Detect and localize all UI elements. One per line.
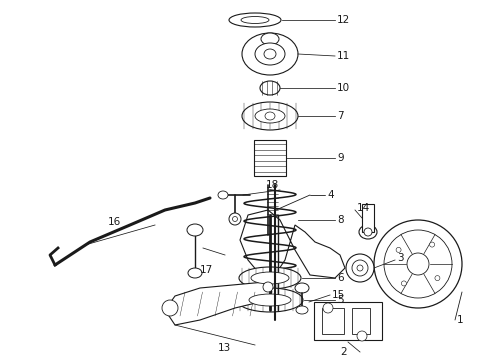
Text: 2: 2 (340, 347, 346, 357)
Ellipse shape (430, 242, 435, 247)
Text: 13: 13 (218, 343, 231, 353)
Text: 12: 12 (337, 15, 350, 25)
Ellipse shape (188, 268, 202, 278)
Ellipse shape (261, 33, 279, 45)
Text: 7: 7 (337, 111, 343, 121)
Ellipse shape (323, 303, 333, 313)
Bar (362, 204, 374, 232)
Ellipse shape (229, 13, 281, 27)
Ellipse shape (263, 282, 273, 292)
Ellipse shape (296, 306, 308, 314)
Ellipse shape (264, 49, 276, 59)
Polygon shape (240, 210, 345, 278)
Ellipse shape (218, 191, 228, 199)
Ellipse shape (239, 267, 301, 289)
Ellipse shape (357, 331, 367, 341)
Ellipse shape (229, 213, 241, 225)
Ellipse shape (364, 228, 372, 236)
Bar (322, 308, 344, 334)
Ellipse shape (384, 230, 452, 298)
Ellipse shape (242, 102, 298, 130)
Text: 11: 11 (337, 51, 350, 61)
Text: 17: 17 (200, 265, 213, 275)
Ellipse shape (265, 112, 275, 120)
Text: 5: 5 (337, 295, 343, 305)
Ellipse shape (255, 109, 285, 123)
Ellipse shape (359, 225, 377, 239)
Ellipse shape (396, 247, 401, 252)
Ellipse shape (249, 294, 291, 306)
Text: 1: 1 (457, 315, 464, 325)
Ellipse shape (352, 260, 368, 276)
Ellipse shape (346, 254, 374, 282)
Text: 16: 16 (108, 217, 121, 227)
Ellipse shape (241, 17, 269, 23)
Ellipse shape (374, 220, 462, 308)
Ellipse shape (357, 265, 363, 271)
Text: 8: 8 (337, 215, 343, 225)
Bar (352, 308, 370, 334)
Text: 9: 9 (337, 153, 343, 163)
Bar (314, 302, 382, 340)
Text: 10: 10 (337, 83, 350, 93)
Bar (254, 140, 286, 176)
Ellipse shape (232, 216, 238, 221)
Ellipse shape (295, 283, 309, 293)
Ellipse shape (407, 253, 429, 275)
Ellipse shape (162, 300, 178, 316)
Text: 15: 15 (332, 290, 345, 300)
Ellipse shape (260, 81, 280, 95)
Ellipse shape (255, 43, 285, 65)
Ellipse shape (187, 224, 203, 236)
Text: 14: 14 (357, 203, 370, 213)
Ellipse shape (237, 288, 303, 312)
Ellipse shape (435, 276, 440, 280)
Ellipse shape (251, 272, 289, 284)
Ellipse shape (401, 281, 406, 286)
Polygon shape (165, 282, 272, 325)
Text: 4: 4 (327, 190, 334, 200)
Text: 3: 3 (397, 253, 404, 263)
Text: 6: 6 (337, 273, 343, 283)
Ellipse shape (242, 33, 298, 75)
Text: 18: 18 (266, 180, 279, 190)
